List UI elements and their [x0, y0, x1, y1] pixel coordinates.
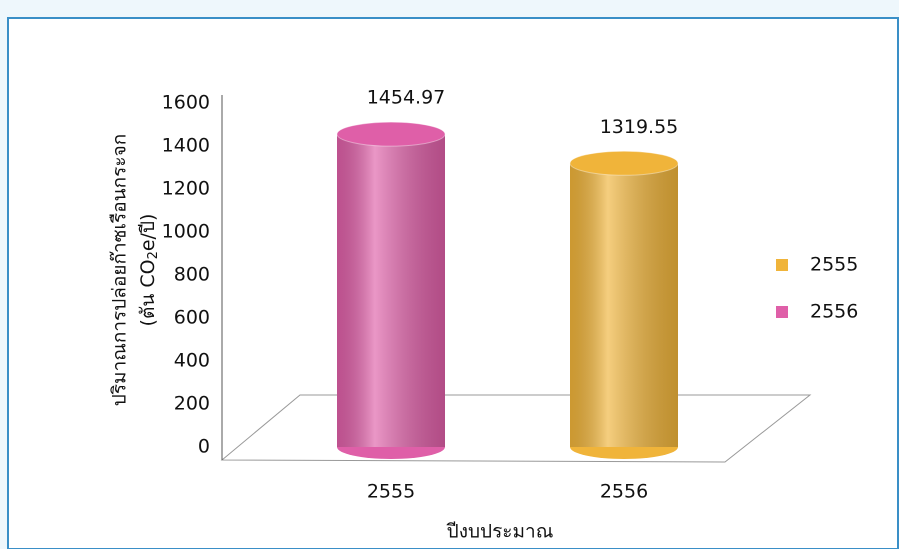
bar-top	[336, 121, 446, 147]
bar-top	[569, 150, 679, 176]
x-tick-label: 2556	[600, 481, 648, 503]
bar-shade	[337, 134, 445, 447]
y-tick-label: 400	[174, 350, 210, 372]
y-tick-label: 200	[174, 393, 210, 415]
y-label: ปริมาณการปล่อยก๊าซเรือนกระจก	[109, 134, 131, 406]
y-tick-label: 1600	[162, 92, 210, 114]
y-tick-label: 600	[174, 307, 210, 329]
value-label: 1319.55	[600, 116, 679, 138]
y-tick-label: 1000	[162, 221, 210, 243]
value-label: 1454.97	[367, 87, 446, 109]
legend-label: 2556	[810, 301, 858, 323]
legend-label: 2555	[810, 254, 858, 276]
y-label-unit: (ตัน CO2e/ปี)	[137, 214, 161, 327]
y-tick-label: 1400	[162, 135, 210, 157]
x-label: ปีงบประมาณ	[446, 521, 553, 543]
legend-swatch	[776, 306, 788, 318]
y-tick-label: 800	[174, 264, 210, 286]
x-tick-label: 2555	[367, 481, 415, 503]
legend-swatch	[776, 259, 788, 271]
y-tick-label: 0	[198, 436, 210, 458]
y-tick-label: 1200	[162, 178, 210, 200]
floor	[220, 394, 812, 463]
bar-shade	[570, 163, 678, 447]
